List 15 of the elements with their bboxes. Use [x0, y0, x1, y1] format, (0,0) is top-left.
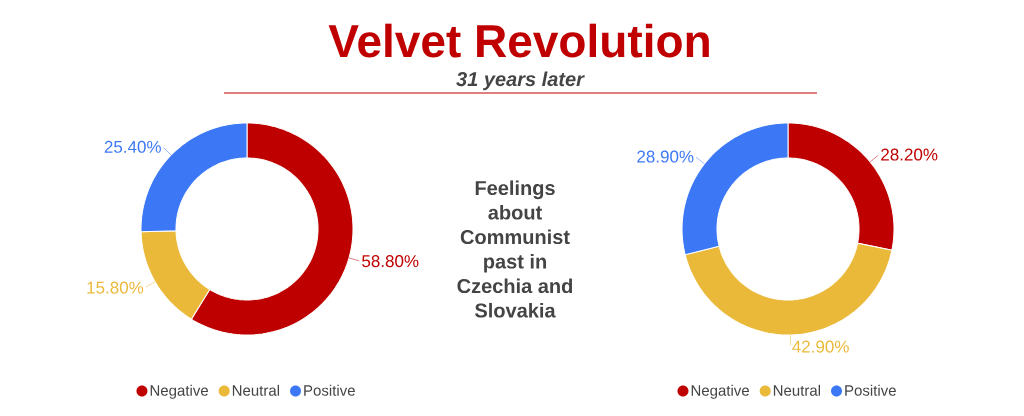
data-label: 28.90%: [637, 150, 694, 163]
legend-label: Neutral: [232, 384, 279, 396]
legend-label: Negative: [691, 384, 749, 399]
legend-label: Negative: [150, 384, 208, 399]
legend-label: Neutral: [773, 384, 821, 396]
text: 31 years later: [456, 71, 585, 91]
text: Feelings about Communist past in Czechia and Slovakia: [457, 180, 573, 318]
data-label: 28.20%: [881, 148, 938, 161]
data-label: 58.80%: [362, 255, 419, 268]
text: Velvet Revolution: [328, 23, 709, 58]
legend-label: Positive: [845, 384, 896, 396]
data-label: 15.80%: [87, 281, 144, 294]
data-label: 42.90%: [792, 340, 849, 353]
data-label: 25.40%: [104, 140, 161, 153]
legend-label: Positive: [304, 384, 355, 396]
